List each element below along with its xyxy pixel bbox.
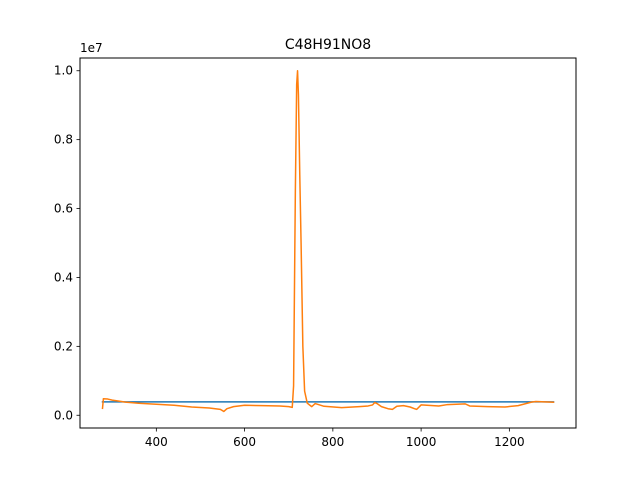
y-tick-label: 1.0 [54, 64, 73, 78]
y-tick-label: 0.6 [54, 202, 73, 216]
x-tick-label: 600 [233, 435, 256, 449]
y-tick-label: 0.4 [54, 270, 73, 284]
x-tick-label: 400 [145, 435, 168, 449]
x-axis: 400 600 800 1000 1200 [145, 428, 525, 449]
y-tick-label: 0.0 [54, 408, 73, 422]
x-tick-label: 1200 [494, 435, 525, 449]
axes-frame [79, 57, 577, 429]
y-axis: 0.0 0.2 0.4 0.6 0.8 1.0 [54, 64, 80, 422]
y-axis-offset-label: 1e7 [80, 41, 103, 55]
x-tick-label: 1000 [406, 435, 437, 449]
plot-area [101, 70, 555, 413]
y-tick-label: 0.8 [54, 133, 73, 147]
y-tick-label: 0.2 [54, 339, 73, 353]
x-tick-label: 800 [321, 435, 344, 449]
chart-title: C48H91NO8 [285, 37, 371, 53]
series-line-2 [101, 70, 555, 413]
